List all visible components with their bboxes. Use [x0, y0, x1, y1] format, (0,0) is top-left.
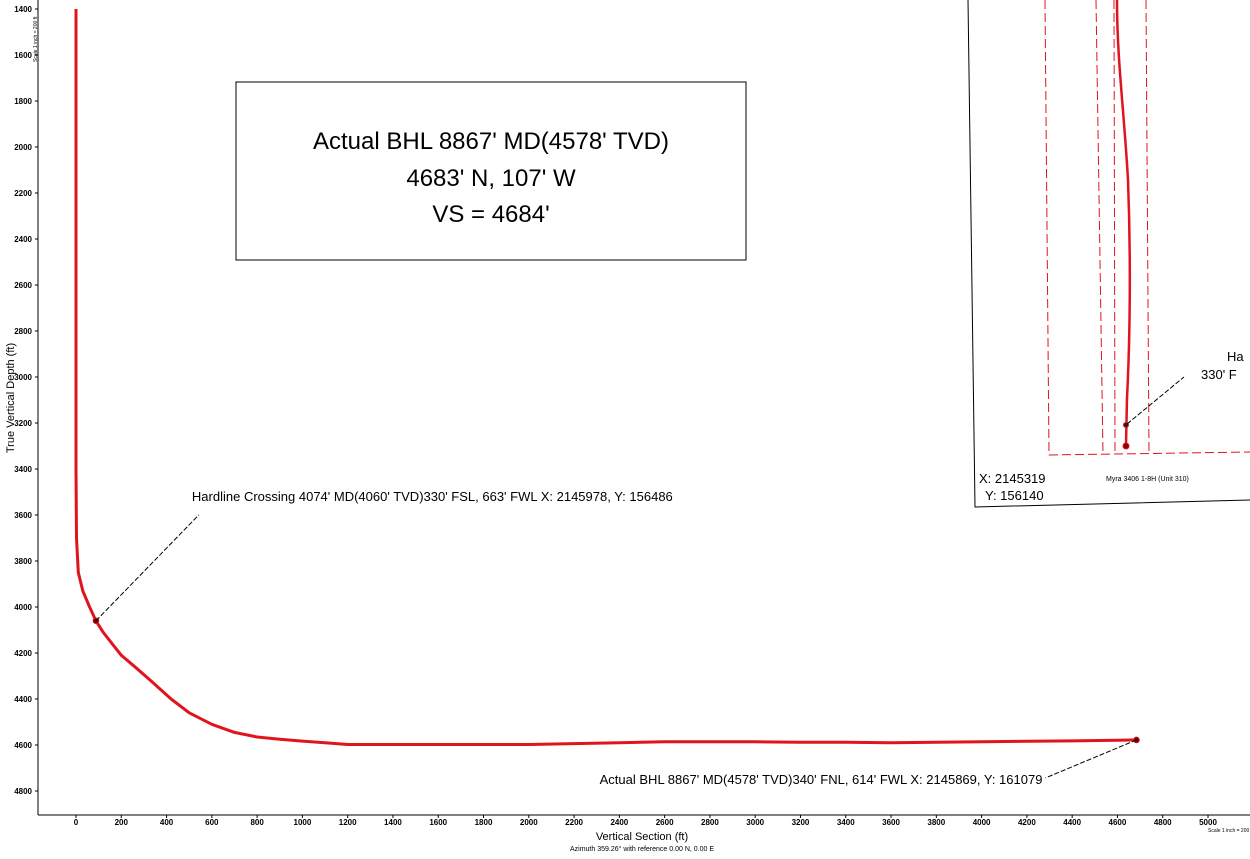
x-tick-label: 600 [205, 818, 219, 827]
scale-label-y: Scale 1 inch = 200 ft [33, 16, 39, 62]
y-tick-label: 3800 [14, 557, 32, 566]
y-tick-label: 2200 [14, 189, 32, 198]
x-tick-label: 3000 [746, 818, 764, 827]
x-tick-label: 400 [160, 818, 174, 827]
x-tick-label: 1400 [384, 818, 402, 827]
hardline-annotation: Hardline Crossing 4074' MD(4060' TVD)330… [192, 489, 673, 504]
y-tick-label: 4400 [14, 695, 32, 704]
x-ticks: 0 200 400 600 800 1000 1200 1400 1600 1800 2000 220… [74, 815, 1217, 827]
bhl-annotation: Actual BHL 8867' MD(4578' TVD)340' FNL, … [600, 772, 1043, 787]
x-tick-label: 2200 [565, 818, 583, 827]
inset-well-name: Myra 3406 1-8H (Unit 310) [1106, 476, 1189, 483]
x-tick-label: 1600 [429, 818, 447, 827]
plan-view-inset: Ha 330' F X: 2145319 Y: 156140 Myra 3406… [967, 0, 1250, 508]
inset-cut-label-1: Ha [1227, 349, 1244, 364]
x-axis-title: Vertical Section (ft) [596, 831, 688, 843]
y-tick-label: 4800 [14, 787, 32, 796]
inset-frame [967, 0, 1250, 508]
x-tick-label: 2000 [520, 818, 538, 827]
x-tick-label: 800 [250, 818, 264, 827]
x-tick-label: 4600 [1109, 818, 1127, 827]
y-tick-label: 3000 [14, 373, 32, 382]
bhl-leader-line [1045, 739, 1137, 779]
x-tick-label: 2400 [610, 818, 628, 827]
y-tick-label: 2000 [14, 143, 32, 152]
hardline-leader-line [95, 514, 200, 622]
scale-label-x: Scale 1 inch = 200 [1208, 828, 1249, 834]
y-tick-label: 1600 [14, 51, 32, 60]
x-tick-label: 5000 [1199, 818, 1217, 827]
y-tick-label: 3200 [14, 419, 32, 428]
y-axis-title: True Vertical Depth (ft) [5, 343, 17, 453]
x-tick-label: 4800 [1154, 818, 1172, 827]
x-tick-label: 1200 [339, 818, 357, 827]
y-tick-label: 1400 [14, 5, 32, 14]
x-tick-label: 3200 [792, 818, 810, 827]
x-tick-label: 2600 [656, 818, 674, 827]
y-tick-label: 4600 [14, 741, 32, 750]
x-tick-label: 200 [115, 818, 129, 827]
x-tick-label: 3600 [882, 818, 900, 827]
x-tick-label: 1000 [294, 818, 312, 827]
info-box [235, 81, 747, 261]
plan-bhl-point [1122, 442, 1130, 450]
x-tick-label: 4000 [973, 818, 991, 827]
markers [92, 617, 1140, 744]
lease-boundary [1044, 0, 1250, 456]
y-tick-label: 1800 [14, 97, 32, 106]
y-tick-label: 2400 [14, 235, 32, 244]
y-tick-label: 3400 [14, 465, 32, 474]
well-trajectory-line [74, 9, 1137, 746]
y-ticks: 1400 1600 1800 2000 2200 2400 2600 2800 3000 3200… [14, 5, 38, 796]
plan-well-path [1115, 0, 1132, 446]
y-tick-label: 2800 [14, 327, 32, 336]
x-tick-label: 3800 [927, 818, 945, 827]
y-tick-label: 2600 [14, 281, 32, 290]
x-tick-label: 1800 [475, 818, 493, 827]
inset-x-label: X: 2145319 [979, 471, 1046, 486]
info-box-line-1: Actual BHL 8867' MD(4578' TVD) [313, 128, 669, 155]
plan-leader-line [1126, 376, 1185, 425]
x-tick-label: 4400 [1063, 818, 1081, 827]
y-tick-label: 3600 [14, 511, 32, 520]
x-tick-label: 2800 [701, 818, 719, 827]
x-tick-label: 3400 [837, 818, 855, 827]
y-tick-label: 4200 [14, 649, 32, 658]
x-tick-label: 4200 [1018, 818, 1036, 827]
inset-y-label: Y: 156140 [985, 488, 1044, 503]
info-box-line-2: 4683' N, 107' W [406, 165, 576, 192]
x-tick-label: 0 [74, 818, 79, 827]
y-tick-label: 4000 [14, 603, 32, 612]
info-box-line-3: VS = 4684' [432, 201, 549, 228]
x-axis-subtitle: Azimuth 359.26° with reference 0.00 N, 0… [570, 845, 714, 853]
inset-cut-label-2: 330' F [1201, 367, 1237, 382]
